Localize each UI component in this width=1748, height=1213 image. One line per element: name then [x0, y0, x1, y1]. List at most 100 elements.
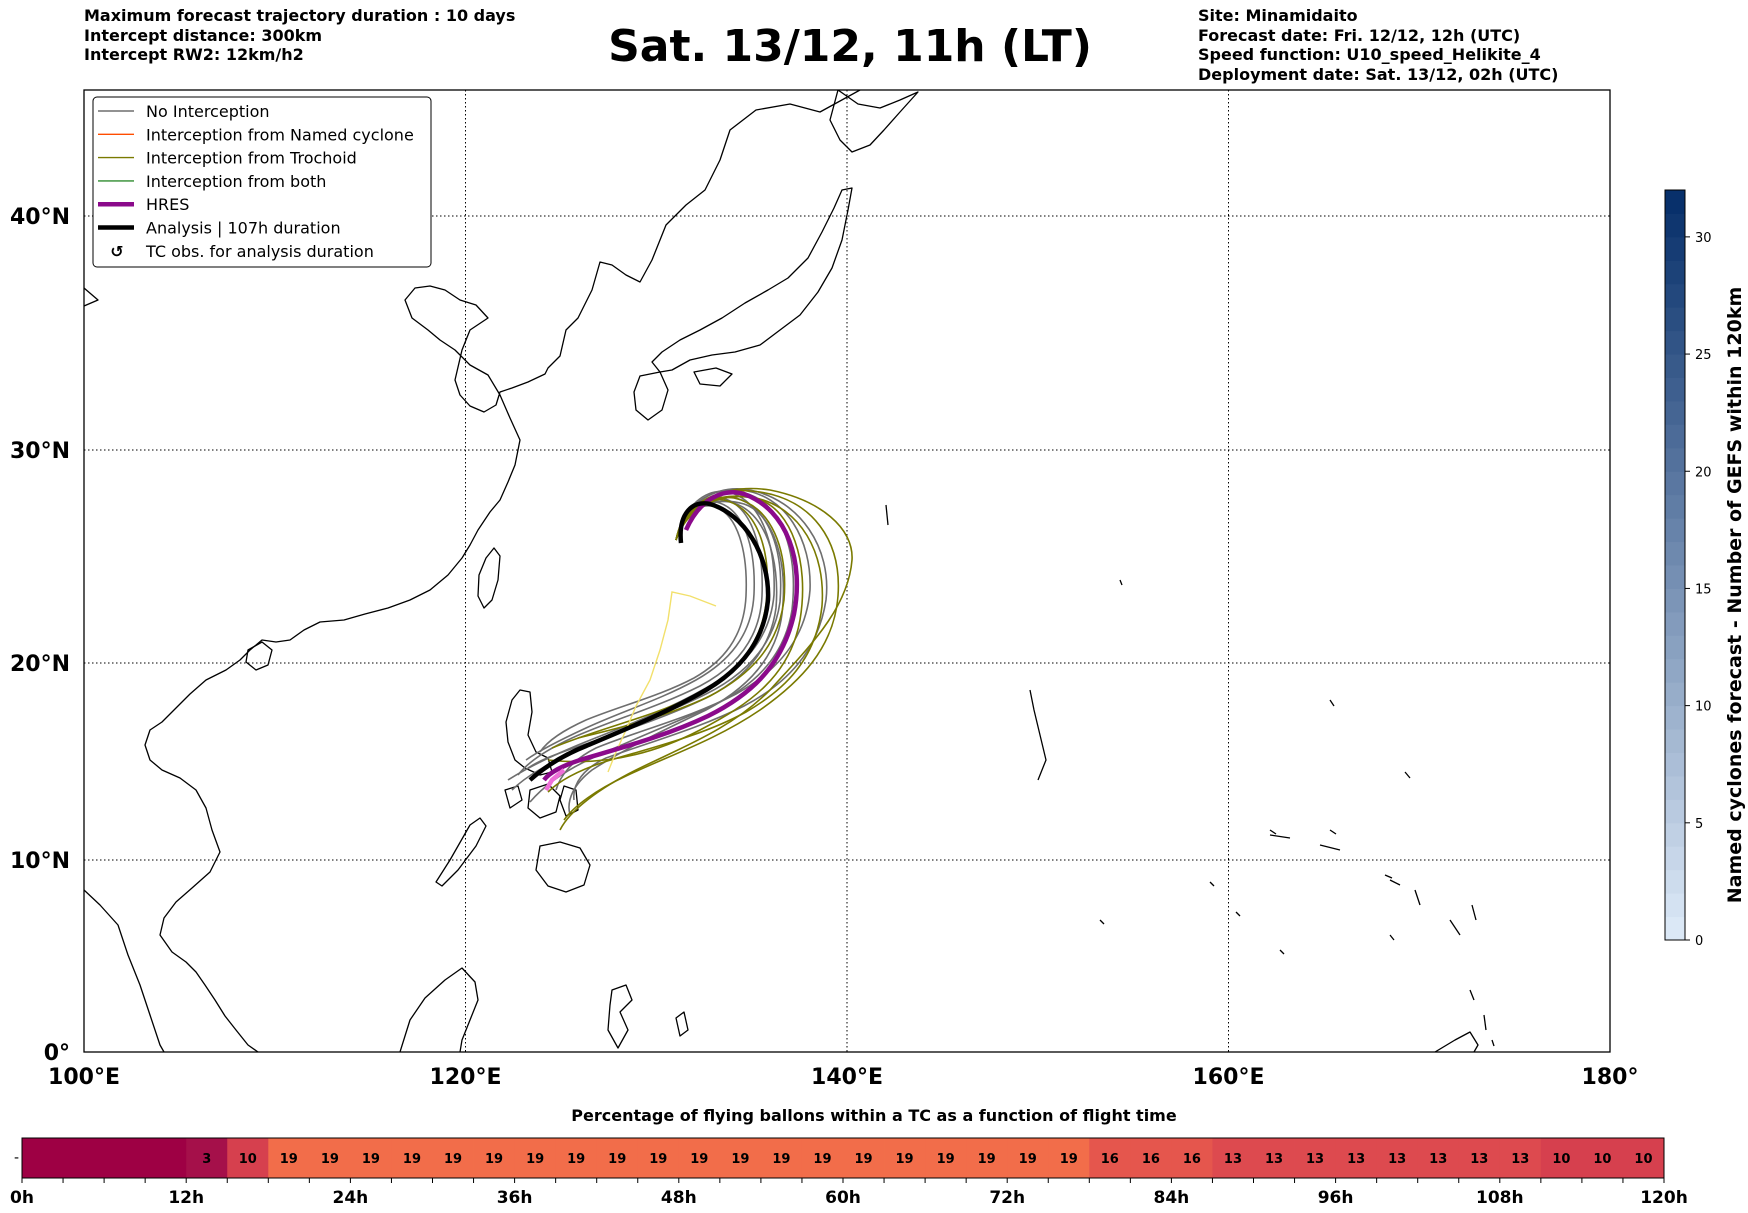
coastline-micronesia-3: [1389, 879, 1401, 886]
coastline-micronesia-2: [1319, 844, 1341, 851]
colorbar-band: [1665, 682, 1685, 707]
colorbar-band: [1665, 658, 1685, 683]
strip-cell-value: 19: [321, 1152, 339, 1167]
colorbar-tick-label: 0: [1695, 934, 1703, 949]
strip-cell: [1417, 1138, 1460, 1178]
coastline-island-5: [1235, 911, 1241, 917]
strip-cell: [1007, 1138, 1049, 1178]
map-legend: No Interception Interception from Named c…: [92, 96, 432, 268]
tc-obs-symbol-icon: ↺: [110, 242, 123, 261]
strip-cell-value: 19: [649, 1152, 667, 1167]
colorbar-band: [1665, 893, 1685, 918]
track-trochoid-interception: [563, 489, 840, 821]
colorbar-tick-label: 30: [1695, 231, 1712, 246]
strip-axis-label: 96h: [1318, 1188, 1354, 1208]
strip-cell: [22, 1138, 187, 1178]
map-frame: [83, 89, 1611, 1053]
coastline-hainan: [245, 641, 273, 671]
forecast-date-text: Forecast date: Fri. 12/12, 12h (UTC): [1198, 25, 1521, 45]
strip-cell: [1376, 1138, 1419, 1178]
legend-label: No Interception: [146, 102, 270, 121]
strip-title: Percentage of flying ballons within a TC…: [571, 1106, 1177, 1125]
colorbar-band: [1665, 705, 1685, 730]
strip-cell-value: 19: [937, 1152, 955, 1167]
lat-tick-label: 0°: [44, 1041, 70, 1066]
strip-cell: [1048, 1138, 1090, 1178]
strip-cell: [432, 1138, 474, 1178]
colorbar-tick-label: 5: [1695, 817, 1703, 832]
strip-axis-label: 24h: [333, 1188, 369, 1208]
strip-cell-value: 13: [1511, 1152, 1529, 1167]
strip-cell: [227, 1138, 269, 1178]
colorbar-band: [1665, 190, 1685, 214]
strip-cell-value: 13: [1429, 1152, 1447, 1167]
strip-cell-value: 19: [567, 1152, 585, 1167]
strip-cell-value: 13: [1388, 1152, 1406, 1167]
strip-cell: [514, 1138, 557, 1178]
track-no-interception: [568, 500, 785, 816]
coastline-marshall-3: [1384, 874, 1393, 879]
colorbar-band: [1665, 213, 1685, 238]
track-trochoid-interception: [577, 496, 786, 739]
strip-cell-value: 10: [1552, 1152, 1570, 1167]
intercept-rw2-text: Intercept RW2: 12km/h2: [84, 45, 304, 64]
strip-cell: [1581, 1138, 1624, 1178]
strip-cell-value: 19: [1060, 1152, 1078, 1167]
strip-cell: [350, 1138, 392, 1178]
strip-cell-value: 19: [444, 1152, 462, 1167]
coastline-island-9: [1469, 989, 1475, 1001]
colorbar-label: Named cyclones forecast - Number of GEFS…: [1724, 287, 1746, 904]
colorbar-band: [1665, 541, 1685, 566]
strip-cell-value: 19: [1019, 1152, 1037, 1167]
colorbar-band: [1665, 424, 1685, 449]
coastline-island-11: [1491, 1039, 1495, 1047]
strip-cell-value: 19: [280, 1152, 298, 1167]
colorbar-band: [1665, 260, 1685, 285]
colorbar-band: [1665, 799, 1685, 824]
intercept-distance-text: Intercept distance: 300km: [84, 25, 323, 45]
lon-tick-label: 100°E: [48, 1065, 120, 1090]
track-trochoid-interception: [559, 487, 853, 831]
colorbar-band: [1665, 518, 1685, 543]
strip-axis-label: 0h: [10, 1188, 34, 1208]
strip-cell-value: 16: [1101, 1152, 1119, 1167]
coastline-micronesia-1: [1269, 834, 1291, 839]
strip-axis-label: 60h: [825, 1188, 861, 1208]
coastline-island-10: [1483, 1014, 1487, 1031]
strip-cell: [1253, 1138, 1295, 1178]
strip-cell-value: 19: [896, 1152, 914, 1167]
colorbar-band: [1665, 354, 1685, 378]
colorbar-band: [1665, 236, 1685, 261]
strip-cell: [186, 1138, 228, 1178]
strip-y-tick: -: [14, 1150, 19, 1166]
coastline-bonin: [885, 504, 889, 526]
strip-axis-label: 84h: [1154, 1188, 1190, 1208]
colorbar-band: [1665, 635, 1685, 660]
coastline-micronesia-4: [1414, 889, 1421, 906]
legend-label: Interception from Named cyclone: [146, 125, 414, 144]
strip-cell: [1171, 1138, 1213, 1178]
strip-cell: [1622, 1138, 1665, 1178]
coastline-marshall-2: [1329, 829, 1337, 835]
site-info: Site: Minamidaito Forecast date: Fri. 12…: [1198, 6, 1558, 84]
strip-cell-value: 16: [1183, 1152, 1201, 1167]
coastline-island-8: [1389, 934, 1395, 941]
lat-tick-label: 20°N: [10, 652, 70, 677]
strip-cell-value: 16: [1142, 1152, 1160, 1167]
coastline-island-3: [1404, 771, 1411, 779]
colorbar-band: [1665, 471, 1685, 496]
coastline-island-4: [1209, 881, 1215, 887]
strip-cells: 3 10 19 19 19 19 19 19 19 19 19 19 19 19 19 19 19 19 19 19 1…: [22, 1138, 1665, 1178]
colorbar-band: [1665, 775, 1685, 800]
coastline-island-7: [1279, 949, 1285, 955]
strip-cell-value: 10: [1634, 1152, 1652, 1167]
coastline-micronesia-5: [1471, 904, 1477, 921]
colorbar-ticks: 0 5 10 15 20 25 30: [1685, 231, 1712, 949]
coastline-west-top: [84, 287, 99, 307]
strip-cell: [1335, 1138, 1378, 1178]
strip-cell: [1212, 1138, 1254, 1178]
legend-label: Interception from Trochoid: [146, 149, 357, 168]
